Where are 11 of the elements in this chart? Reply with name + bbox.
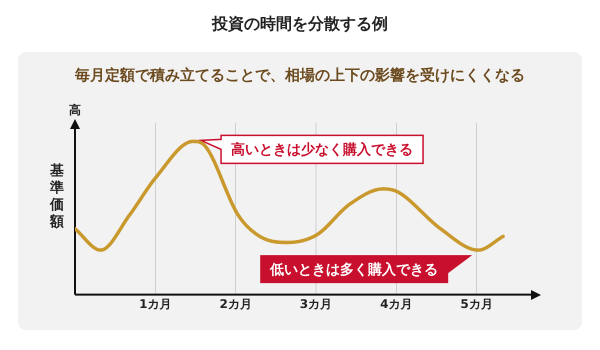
chart-subtitle: 毎月定額で積み立てることで、相場の上下の影響を受けにくくなる	[74, 66, 526, 85]
x-tick-label: 2カ月	[219, 296, 252, 311]
x-tick-label: 5カ月	[460, 296, 493, 311]
chart-title: 投資の時間を分散する例	[210, 14, 389, 35]
y-axis-title: 基準価額	[49, 163, 65, 231]
annotation: 低いときは多く購入できる	[269, 262, 438, 278]
annotation: 高いときは少なく購入できる	[231, 141, 414, 158]
x-tick-label: 4カ月	[380, 296, 412, 311]
text: 高	[69, 103, 81, 118]
x-tick-label: 3カ月	[300, 296, 332, 311]
x-tick-label: 1カ月	[139, 296, 172, 311]
